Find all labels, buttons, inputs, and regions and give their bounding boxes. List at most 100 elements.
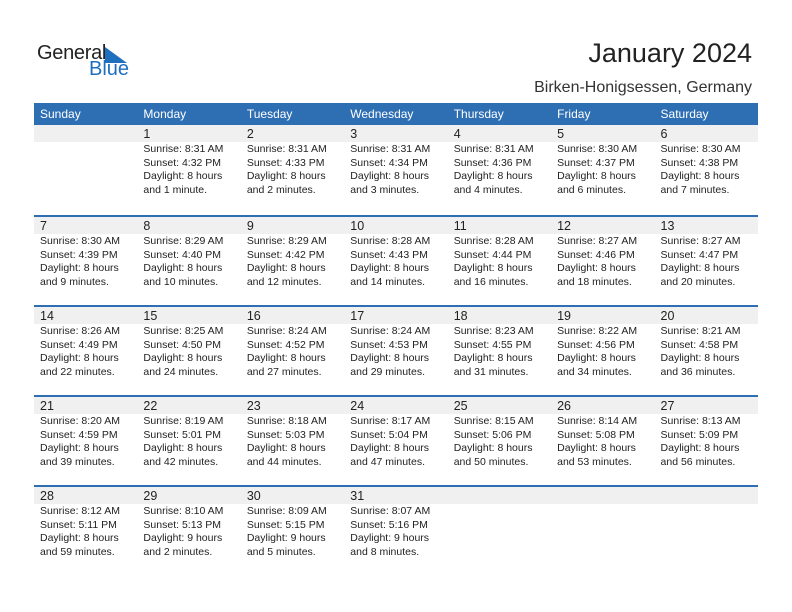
day-info: Sunrise: 8:31 AM Sunset: 4:32 PM Daylight:… <box>143 143 240 197</box>
empty-day-cell <box>34 125 137 197</box>
daylight2-text: and 12 minutes. <box>246 275 322 288</box>
day-number: 25 <box>453 399 468 413</box>
sunset-text: Sunset: 5:16 PM <box>350 518 428 531</box>
sunrise-text: Sunrise: 8:10 AM <box>143 505 224 517</box>
daylight2-text: and 31 minutes. <box>453 365 529 378</box>
day-number: 18 <box>453 309 468 323</box>
daylight2-text: and 44 minutes. <box>246 455 322 468</box>
day-info: Sunrise: 8:19 AM Sunset: 5:01 PM Daylight:… <box>143 415 240 469</box>
sunrise-text: Sunrise: 8:31 AM <box>246 143 327 155</box>
week-row: 21 Sunrise: 8:20 AM Sunset: 4:59 PM Dayligh… <box>34 395 758 485</box>
daylight1-text: Daylight: 8 hours <box>660 442 740 454</box>
day-number: 26 <box>557 399 572 413</box>
daylight1-text: Daylight: 8 hours <box>40 532 119 544</box>
sunset-text: Sunset: 5:08 PM <box>557 428 635 441</box>
daylight2-text: and 47 minutes. <box>350 455 425 468</box>
sunset-text: Sunset: 4:40 PM <box>143 248 222 261</box>
sunrise-text: Sunrise: 8:14 AM <box>557 415 638 427</box>
sunrise-text: Sunrise: 8:13 AM <box>660 415 741 427</box>
logo-word-blue: Blue <box>89 58 130 80</box>
sunrise-text: Sunrise: 8:24 AM <box>350 325 431 337</box>
day-number: 21 <box>40 399 54 413</box>
day-number: 6 <box>660 127 668 141</box>
day-number: 2 <box>246 127 254 141</box>
sunset-text: Sunset: 4:50 PM <box>143 338 222 351</box>
sunrise-text: Sunrise: 8:28 AM <box>453 235 534 247</box>
day-number: 16 <box>246 309 261 323</box>
day-info: Sunrise: 8:21 AM Sunset: 4:58 PM Daylight:… <box>661 325 758 379</box>
day-cell: 14 Sunrise: 8:26 AM Sunset: 4:49 PM Dayligh… <box>34 307 137 379</box>
day-number-band <box>34 307 758 324</box>
sunset-text: Sunset: 5:15 PM <box>246 518 325 531</box>
day-info: Sunrise: 8:18 AM Sunset: 5:03 PM Daylight:… <box>247 415 344 469</box>
daylight1-text: Daylight: 8 hours <box>453 352 533 364</box>
day-cell: 18 Sunrise: 8:23 AM Sunset: 4:55 PM Dayligh… <box>448 307 551 379</box>
day-number: 13 <box>660 219 675 233</box>
day-cell: 5 Sunrise: 8:30 AM Sunset: 4:37 PM Daylight… <box>551 125 654 197</box>
day-cell: 2 Sunrise: 8:31 AM Sunset: 4:33 PM Daylight… <box>241 125 344 197</box>
day-cell: 15 Sunrise: 8:25 AM Sunset: 4:50 PM Dayligh… <box>137 307 240 379</box>
sunrise-text: Sunrise: 8:24 AM <box>246 325 327 337</box>
sunset-text: Sunset: 4:44 PM <box>453 248 532 261</box>
day-info: Sunrise: 8:31 AM Sunset: 4:33 PM Daylight:… <box>247 143 344 197</box>
daylight2-text: and 59 minutes. <box>40 545 115 558</box>
day-number: 12 <box>557 219 572 233</box>
weekday-sunday: Sunday <box>40 107 81 121</box>
sunset-text: Sunset: 4:34 PM <box>350 156 428 169</box>
day-cell: 9 Sunrise: 8:29 AM Sunset: 4:42 PM Daylight… <box>241 217 344 289</box>
day-cell: 10 Sunrise: 8:28 AM Sunset: 4:43 PM Dayligh… <box>344 217 447 289</box>
sunrise-text: Sunrise: 8:30 AM <box>660 143 741 155</box>
sunrise-text: Sunrise: 8:25 AM <box>143 325 224 337</box>
day-info: Sunrise: 8:25 AM Sunset: 4:50 PM Daylight:… <box>143 325 240 379</box>
day-info: Sunrise: 8:29 AM Sunset: 4:42 PM Daylight:… <box>247 235 344 289</box>
day-number: 29 <box>143 489 158 503</box>
week-row: 14 Sunrise: 8:26 AM Sunset: 4:49 PM Dayligh… <box>34 305 758 395</box>
daylight1-text: Daylight: 8 hours <box>660 352 740 364</box>
day-number: 19 <box>557 309 572 323</box>
daylight2-text: and 1 minute. <box>143 183 208 196</box>
day-info: Sunrise: 8:30 AM Sunset: 4:37 PM Daylight:… <box>557 143 654 197</box>
daylight2-text: and 56 minutes. <box>660 455 736 468</box>
weekday-saturday: Saturday <box>660 107 709 121</box>
day-cell: 31 Sunrise: 8:07 AM Sunset: 5:16 PM Dayligh… <box>344 487 447 559</box>
day-cell: 20 Sunrise: 8:21 AM Sunset: 4:58 PM Dayligh… <box>655 307 758 379</box>
day-number: 27 <box>660 399 675 413</box>
day-info: Sunrise: 8:09 AM Sunset: 5:15 PM Daylight:… <box>247 505 344 559</box>
daylight2-text: and 7 minutes. <box>660 183 730 196</box>
day-number: 28 <box>40 489 54 503</box>
sunset-text: Sunset: 5:06 PM <box>453 428 532 441</box>
day-info: Sunrise: 8:30 AM Sunset: 4:39 PM Daylight:… <box>40 235 137 289</box>
day-cell: 4 Sunrise: 8:31 AM Sunset: 4:36 PM Daylight… <box>448 125 551 197</box>
daylight1-text: Daylight: 8 hours <box>557 262 636 274</box>
day-info: Sunrise: 8:17 AM Sunset: 5:04 PM Daylight:… <box>350 415 447 469</box>
week-row: 28 Sunrise: 8:12 AM Sunset: 5:11 PM Dayligh… <box>34 485 758 575</box>
sunrise-text: Sunrise: 8:19 AM <box>143 415 224 427</box>
day-cell: 11 Sunrise: 8:28 AM Sunset: 4:44 PM Dayligh… <box>448 217 551 289</box>
empty-day-cell <box>655 487 758 559</box>
daylight1-text: Daylight: 8 hours <box>40 442 119 454</box>
calendar-grid: Sunday Monday Tuesday Wednesday Thursday… <box>34 103 758 575</box>
logo: General Blue <box>37 42 137 82</box>
day-cell: 8 Sunrise: 8:29 AM Sunset: 4:40 PM Daylight… <box>137 217 240 289</box>
daylight1-text: Daylight: 8 hours <box>557 442 636 454</box>
day-number: 17 <box>350 309 365 323</box>
day-info: Sunrise: 8:31 AM Sunset: 4:34 PM Daylight:… <box>350 143 447 197</box>
daylight2-text: and 5 minutes. <box>246 545 316 558</box>
sunrise-text: Sunrise: 8:31 AM <box>143 143 224 155</box>
sunset-text: Sunset: 5:03 PM <box>246 428 325 441</box>
day-info: Sunrise: 8:27 AM Sunset: 4:47 PM Daylight:… <box>661 235 758 289</box>
week-row: 1 Sunrise: 8:31 AM Sunset: 4:32 PM Daylight… <box>34 125 758 215</box>
day-cell: 1 Sunrise: 8:31 AM Sunset: 4:32 PM Daylight… <box>137 125 240 197</box>
sunset-text: Sunset: 5:11 PM <box>40 518 117 531</box>
day-number: 10 <box>350 219 365 233</box>
daylight2-text: and 16 minutes. <box>453 275 529 288</box>
day-cell: 16 Sunrise: 8:24 AM Sunset: 4:52 PM Dayligh… <box>241 307 344 379</box>
daylight2-text: and 22 minutes. <box>40 365 115 378</box>
daylight1-text: Daylight: 8 hours <box>350 352 430 364</box>
day-number: 15 <box>143 309 158 323</box>
sunset-text: Sunset: 4:52 PM <box>246 338 325 351</box>
daylight2-text: and 2 minutes. <box>246 183 316 196</box>
day-number-band <box>34 125 758 142</box>
location: Birken-Honigsessen, Germany <box>534 79 752 96</box>
